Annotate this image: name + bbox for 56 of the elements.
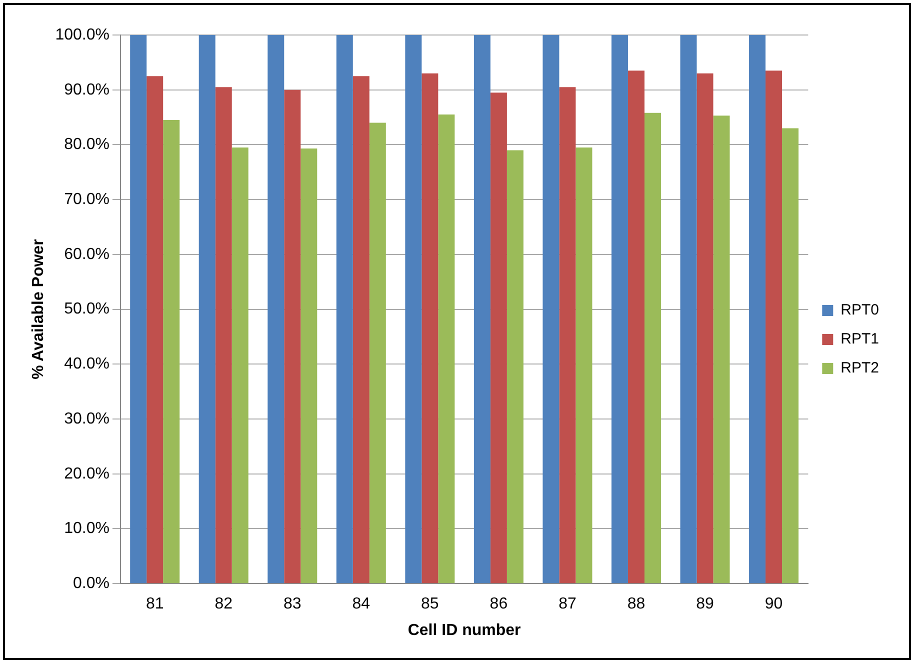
x-tick-label: 85: [421, 596, 439, 613]
x-tick-label: 82: [214, 596, 233, 613]
bar: [438, 114, 455, 584]
bar: [163, 120, 180, 584]
bar: [284, 90, 301, 584]
y-axis-title: % Available Power: [30, 239, 48, 380]
legend-label: RPT2: [840, 360, 879, 377]
bar: [782, 128, 799, 584]
bar: [198, 35, 216, 584]
bar: [713, 116, 730, 584]
bar: [680, 35, 697, 584]
bar: [268, 35, 284, 584]
bar: [474, 35, 490, 584]
y-tick-label: 100.0%: [55, 26, 110, 44]
y-tick-label: 0.0%: [72, 575, 110, 592]
x-tick-label: 89: [696, 596, 714, 613]
x-tick-label: 84: [352, 596, 370, 613]
x-tick-label: 86: [490, 596, 508, 613]
bar: [611, 35, 628, 584]
x-tick-label: 81: [146, 596, 164, 613]
y-tick-label: 60.0%: [64, 246, 110, 263]
bar: [506, 150, 524, 584]
bar: [300, 148, 318, 584]
bar: [405, 35, 422, 584]
bar: [352, 76, 370, 584]
bar: [766, 70, 782, 584]
y-tick-label: 70.0%: [64, 190, 110, 208]
bar: [628, 70, 644, 584]
bar: [130, 35, 147, 584]
y-tick-label: 90.0%: [64, 81, 110, 98]
x-tick-label: 88: [627, 596, 646, 613]
bar: [232, 147, 248, 584]
legend-label: RPT0: [840, 302, 879, 319]
bar: [422, 73, 438, 584]
x-axis-title: Cell ID number: [408, 622, 521, 639]
bar: [369, 122, 386, 584]
bar: [644, 112, 661, 584]
legend-label: RPT1: [840, 330, 879, 348]
bar: [146, 76, 164, 584]
y-tick-label: 40.0%: [64, 356, 110, 373]
x-tick-label: 90: [764, 596, 783, 613]
y-tick-label: 80.0%: [64, 136, 110, 154]
bar: [749, 35, 766, 584]
x-tick-label: 83: [283, 596, 302, 613]
bar: [215, 87, 232, 584]
x-tick-label: 87: [558, 596, 576, 613]
bar: [576, 147, 592, 584]
bar: [542, 35, 560, 584]
y-tick-label: 10.0%: [64, 520, 110, 538]
bar: [336, 35, 353, 584]
bar: [559, 87, 576, 584]
bar: [696, 73, 714, 584]
bar: [490, 92, 507, 584]
y-tick-label: 20.0%: [64, 465, 110, 482]
y-tick-label: 30.0%: [64, 410, 110, 428]
y-tick-label: 50.0%: [64, 300, 110, 318]
